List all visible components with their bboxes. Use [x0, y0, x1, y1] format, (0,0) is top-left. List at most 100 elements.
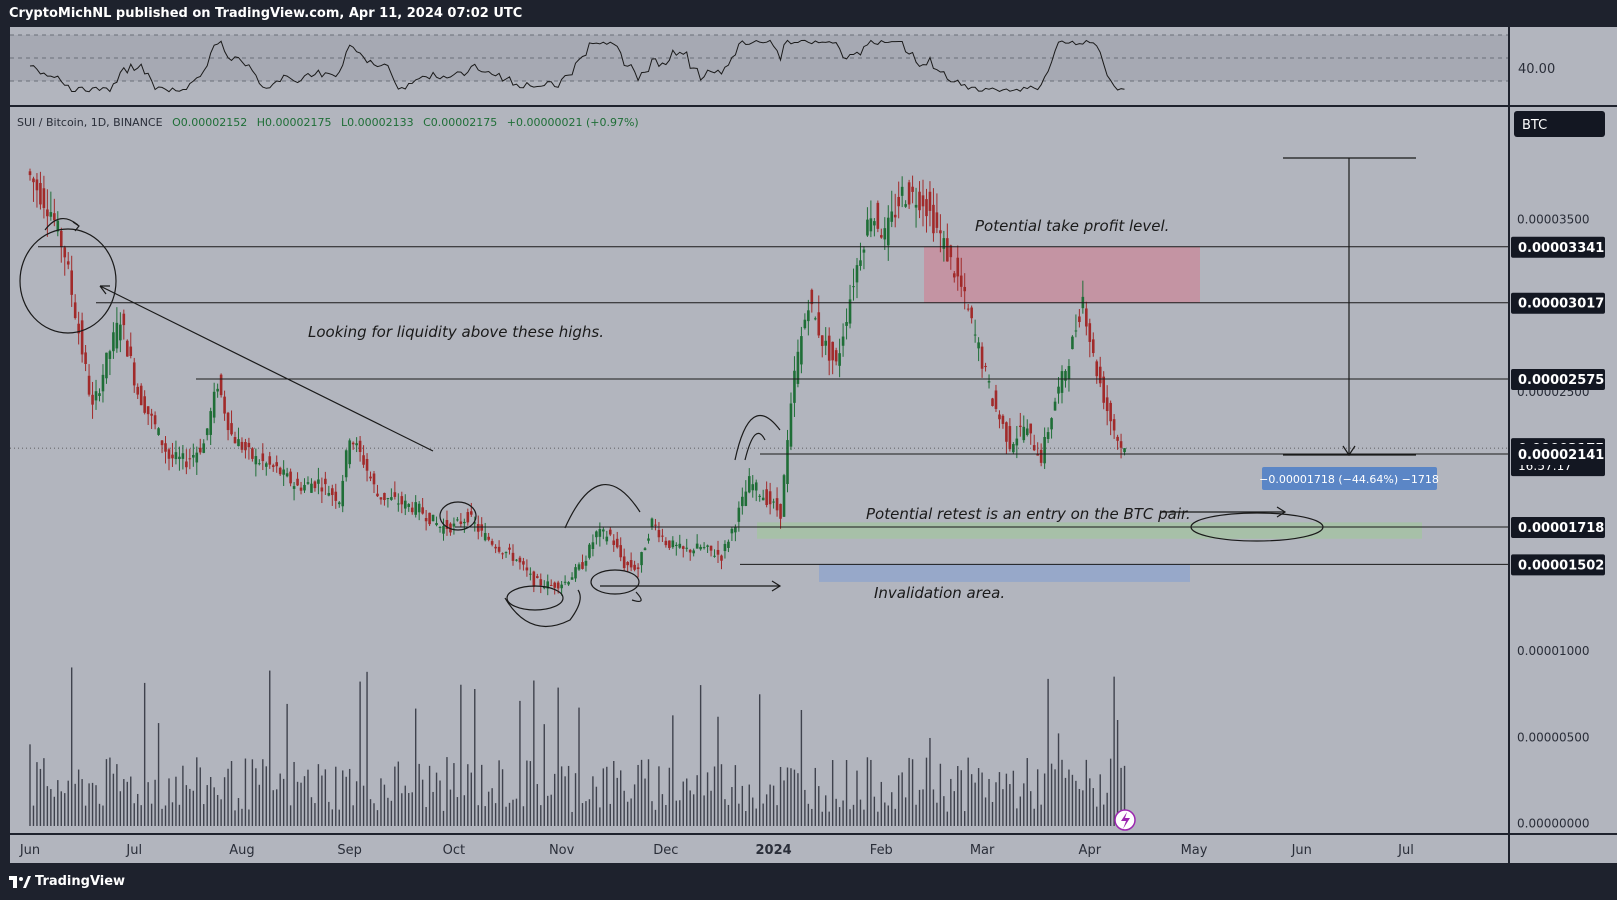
candle-body: [699, 546, 702, 550]
volume-bar: [161, 808, 163, 826]
volume-bar: [696, 775, 698, 826]
volume-bar: [887, 805, 889, 826]
tradingview-logo[interactable]: TradingView: [9, 874, 125, 889]
volume-bar: [293, 761, 295, 826]
candle-body: [1036, 454, 1039, 456]
annotation-text[interactable]: Potential take profit level.: [975, 217, 1169, 235]
volume-bar: [1026, 758, 1028, 826]
candle-body: [185, 461, 188, 468]
candle-body: [320, 487, 324, 492]
volume-bar: [891, 792, 893, 826]
currency-button-bg[interactable]: [1514, 111, 1605, 137]
candle-body: [483, 533, 487, 541]
candle-body: [522, 561, 525, 565]
candle-body: [73, 302, 77, 319]
volume-bar: [425, 807, 427, 826]
volume-bar: [369, 799, 372, 826]
volume-bar: [29, 744, 31, 826]
annotation-text[interactable]: Looking for liquidity above these highs.: [308, 323, 604, 341]
volume-bar: [467, 764, 469, 826]
volume-bar: [1040, 804, 1042, 826]
y-tick-label: 0.00003500: [1517, 212, 1590, 226]
volume-bar: [505, 806, 507, 826]
volume-bar: [873, 796, 876, 826]
candle-body: [567, 582, 570, 585]
x-tick-label: Jun: [1291, 843, 1312, 858]
volume-bar: [501, 769, 504, 826]
volume-bar: [786, 767, 789, 826]
volume-bar: [494, 803, 497, 826]
volume-bar: [143, 682, 146, 826]
candle-body: [928, 191, 932, 211]
price-chart[interactable]: 40.00 Potential take profit level. Lookin…: [0, 27, 1617, 865]
volume-bar: [741, 785, 744, 826]
volume-bar: [574, 773, 577, 826]
candle-body: [574, 567, 577, 579]
candle-body: [348, 440, 351, 465]
candle-body: [351, 442, 355, 445]
candle-body: [449, 523, 452, 533]
volume-bar: [651, 801, 653, 826]
volume-bar: [137, 793, 139, 826]
candle-body: [1078, 316, 1081, 323]
volume-bar: [411, 792, 413, 826]
volume-bar: [189, 788, 191, 826]
candle-body: [143, 396, 146, 413]
volume-bar: [682, 781, 684, 826]
volume-bar: [255, 768, 257, 826]
candle-body: [511, 552, 515, 561]
volume-bar: [800, 709, 803, 826]
candle-body: [285, 473, 289, 477]
publisher-text: CryptoMichNL published on TradingView.co…: [9, 6, 523, 21]
volume-bar: [804, 789, 806, 826]
candle-body: [807, 310, 810, 322]
x-tick-label: Mar: [970, 843, 995, 858]
currency-button[interactable]: BTC: [1522, 118, 1547, 133]
candle-body: [181, 453, 185, 459]
candle-body: [1039, 449, 1043, 463]
volume-bar: [383, 784, 386, 826]
volume-bar: [279, 773, 281, 826]
volume-bar: [67, 780, 69, 826]
candle-body: [709, 545, 713, 551]
volume-bar: [474, 689, 476, 826]
volume-bar: [675, 800, 678, 826]
candle-body: [112, 332, 115, 352]
candle-body: [977, 342, 980, 349]
volume-bar: [307, 769, 309, 826]
candle-body: [1098, 366, 1102, 384]
candle-body: [219, 374, 223, 396]
volume-bar: [355, 781, 358, 826]
candle-body: [577, 564, 581, 570]
candle-body: [1019, 425, 1022, 428]
volume-bar: [957, 766, 959, 826]
volume-bar: [595, 786, 598, 826]
volume-bar: [84, 805, 87, 826]
volume-bar: [665, 805, 667, 826]
candle-body: [873, 221, 876, 226]
rsi-path: [29, 39, 1125, 93]
annotation-text[interactable]: Potential retest is an entry on the BTC …: [866, 505, 1191, 523]
candle-body: [296, 478, 299, 486]
tradingview-brand: TradingView: [35, 874, 126, 889]
candle-body: [508, 547, 511, 550]
rsi-line: [29, 39, 1125, 93]
volume-bar: [126, 781, 128, 826]
volume-bar: [296, 781, 299, 826]
volume-bar: [508, 802, 511, 826]
annotation-text[interactable]: Invalidation area.: [874, 584, 1005, 602]
candle-body: [720, 555, 723, 561]
candle-body: [1050, 418, 1053, 430]
volume-bar: [536, 784, 539, 826]
volume-bar: [981, 772, 983, 826]
candle-body: [796, 351, 800, 384]
candle-body: [553, 582, 556, 588]
volume-bar: [616, 777, 618, 826]
measure-label-box: [1262, 467, 1437, 490]
volume-bar: [918, 789, 921, 826]
candle-body: [157, 428, 160, 435]
candle-body: [1015, 438, 1019, 446]
volume-bar: [710, 790, 712, 826]
volume-bar: [630, 798, 632, 826]
candle-body: [344, 450, 348, 478]
